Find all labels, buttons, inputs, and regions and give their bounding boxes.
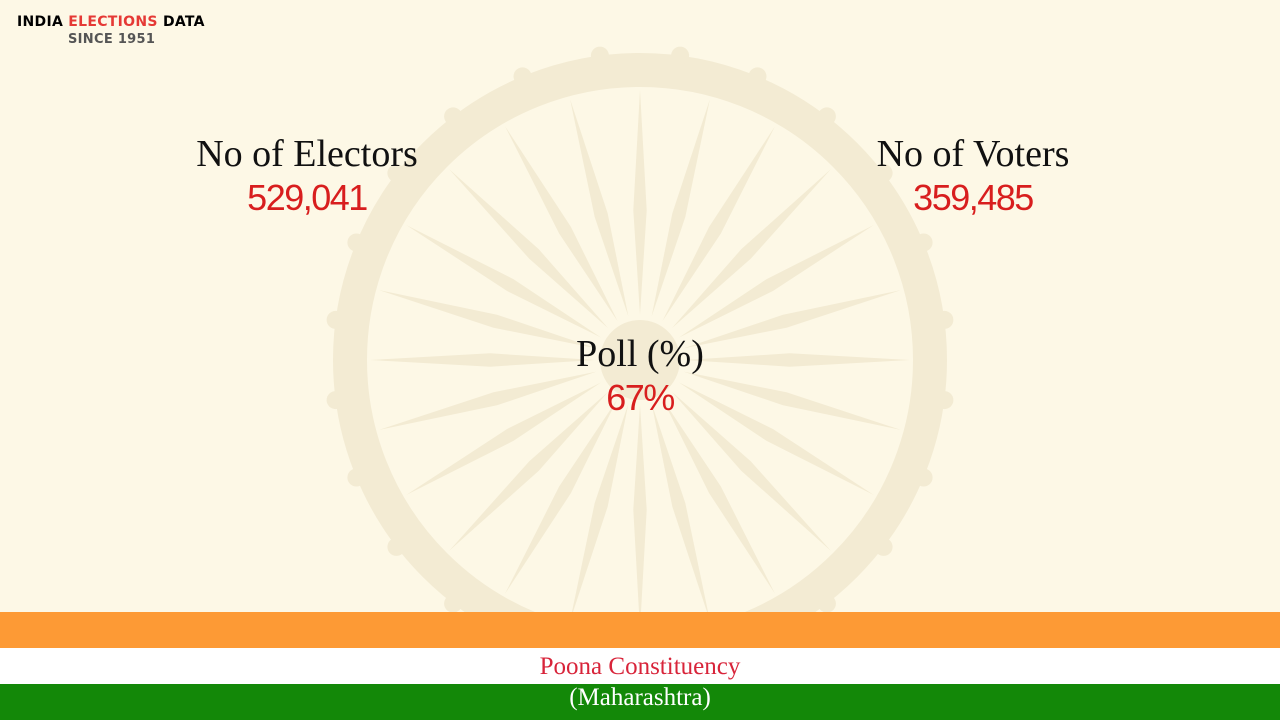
chakra-spoke [679,382,874,495]
footer-state: (Maharashtra) [569,684,711,711]
logo: INDIA ELECTIONS DATA SINCE 1951 [17,13,205,49]
chakra-bead [914,468,933,487]
logo-word: ELECTIONS [68,14,158,30]
chakra-bead [444,594,463,612]
stat-label: No of Voters [876,133,1070,175]
chakra-spoke [571,403,629,612]
chakra-bead [748,67,767,86]
chakra-bead [513,67,532,86]
chakra-bead [444,107,463,126]
chakra-watermark [326,46,954,612]
chakra-bead [935,310,954,329]
chakra-spoke [651,403,709,612]
stat-poll: Poll (%) 67% [440,332,840,420]
stat-voters: No of Voters 359,485 [773,132,1173,220]
stat-value: 359,485 [913,177,1034,218]
chakra-spoke [651,99,710,317]
chakra-hub [600,320,680,400]
chakra-bead [874,164,893,183]
chakra-spoke [685,353,910,367]
chakra-spoke [505,399,618,594]
stat-value: 529,041 [247,177,368,218]
chakra-spoke [633,405,647,612]
chakra-bead [387,537,406,556]
chakra-spoke [379,290,597,349]
logo-since: SINCE 1951 [68,32,156,47]
chakra-bead [347,233,366,252]
chakra-spoke [406,225,601,338]
chakra-spoke [370,353,595,367]
chakra-spoke [505,126,618,321]
stat-value: 67% [606,377,675,418]
chakra-spoke [633,90,647,315]
chakra-spoke [662,126,775,321]
chakra-bead [817,594,836,612]
chakra-bead [326,310,345,329]
chakra-spoke [379,371,597,430]
chakra-bead [326,391,345,410]
band-green [0,684,1280,720]
chakra-bead [387,164,406,183]
chakra-spoke [570,99,629,317]
chakra-bead [935,391,954,410]
chakra-bead [347,468,366,487]
chakra-bead [817,107,836,126]
chakra-spoke [449,169,609,329]
stat-label: Poll (%) [576,333,704,375]
chakra-bead [590,46,609,65]
chakra-spoke [679,225,874,338]
chakra-spoke [449,391,609,551]
chakra-rim [333,53,947,612]
band-white [0,648,1280,684]
stat-label: No of Electors [196,133,418,175]
chakra-spoke [662,399,775,594]
footer-constituency: Poona Constituency [539,653,741,680]
chakra-bead [874,537,893,556]
logo-word: INDIA [17,14,64,30]
chakra-bead [914,233,933,252]
chakra-spoke [671,391,831,551]
chakra-spoke [683,290,901,349]
band-saffron [0,612,1280,648]
stat-electors: No of Electors 529,041 [107,132,507,220]
chakra-spoke [683,371,901,430]
chakra-bead [671,46,690,65]
chakra-spoke [671,169,831,329]
logo-word: DATA [162,14,205,30]
chakra-spoke [406,382,601,495]
